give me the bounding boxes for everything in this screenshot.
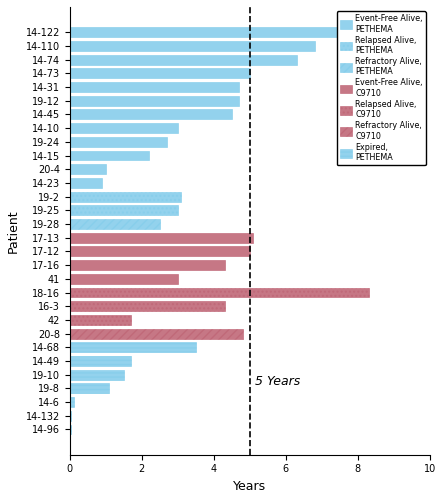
- Bar: [70, 342, 196, 352]
- Bar: [70, 28, 405, 37]
- Bar: [70, 123, 178, 133]
- Legend: Event-Free Alive,
PETHEMA, Relapsed Alive,
PETHEMA, Refractory Alive,
PETHEMA, E: Event-Free Alive, PETHEMA, Relapsed Aliv…: [337, 11, 426, 166]
- Text: 5 Years: 5 Years: [255, 375, 300, 388]
- Bar: [70, 96, 239, 106]
- Bar: [70, 54, 297, 64]
- Bar: [70, 274, 178, 283]
- Bar: [70, 178, 102, 188]
- Bar: [70, 192, 181, 202]
- Bar: [70, 384, 109, 394]
- Bar: [70, 82, 239, 92]
- Bar: [70, 246, 250, 256]
- Y-axis label: Patient: Patient: [7, 209, 20, 252]
- Bar: [70, 328, 243, 338]
- X-axis label: Years: Years: [233, 480, 266, 493]
- Bar: [70, 150, 149, 160]
- Bar: [70, 68, 250, 78]
- Bar: [70, 110, 232, 120]
- Bar: [70, 356, 131, 366]
- Bar: [70, 370, 124, 380]
- Bar: [70, 424, 71, 434]
- Bar: [70, 302, 225, 311]
- Bar: [70, 397, 74, 407]
- Bar: [70, 288, 369, 298]
- Bar: [70, 41, 315, 51]
- Bar: [70, 164, 105, 174]
- Bar: [70, 137, 167, 147]
- Bar: [70, 219, 159, 229]
- Bar: [70, 411, 71, 420]
- Bar: [70, 233, 253, 242]
- Bar: [70, 260, 225, 270]
- Bar: [70, 206, 178, 215]
- Bar: [70, 315, 131, 325]
